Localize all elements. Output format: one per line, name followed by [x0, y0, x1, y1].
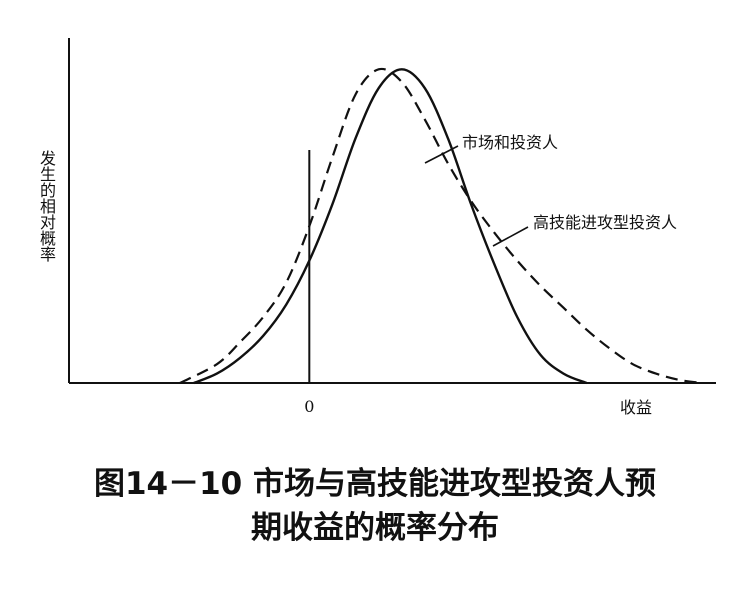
- series-label-market-investor: 市场和投资人: [462, 133, 558, 152]
- label-leader-market-investor: [424, 145, 459, 164]
- series-line-aggressive-investor: [179, 67, 703, 385]
- x-tick-label-zero: 0: [304, 397, 314, 416]
- series-line-market-investor: [193, 68, 588, 385]
- caption-line-1: 图14－10 市场与高技能进攻型投资人预: [93, 466, 657, 502]
- series-label-aggressive-investor: 高技能进攻型投资人: [533, 213, 677, 232]
- x-axis-label: 收益: [620, 398, 652, 417]
- figure-caption: 图14－10 市场与高技能进攻型投资人预 期收益的概率分布: [10, 462, 740, 550]
- label-leader-aggressive-investor: [492, 226, 529, 247]
- caption-line-2: 期收益的概率分布: [251, 510, 499, 546]
- y-axis-label: 发生的相对概率: [37, 150, 56, 262]
